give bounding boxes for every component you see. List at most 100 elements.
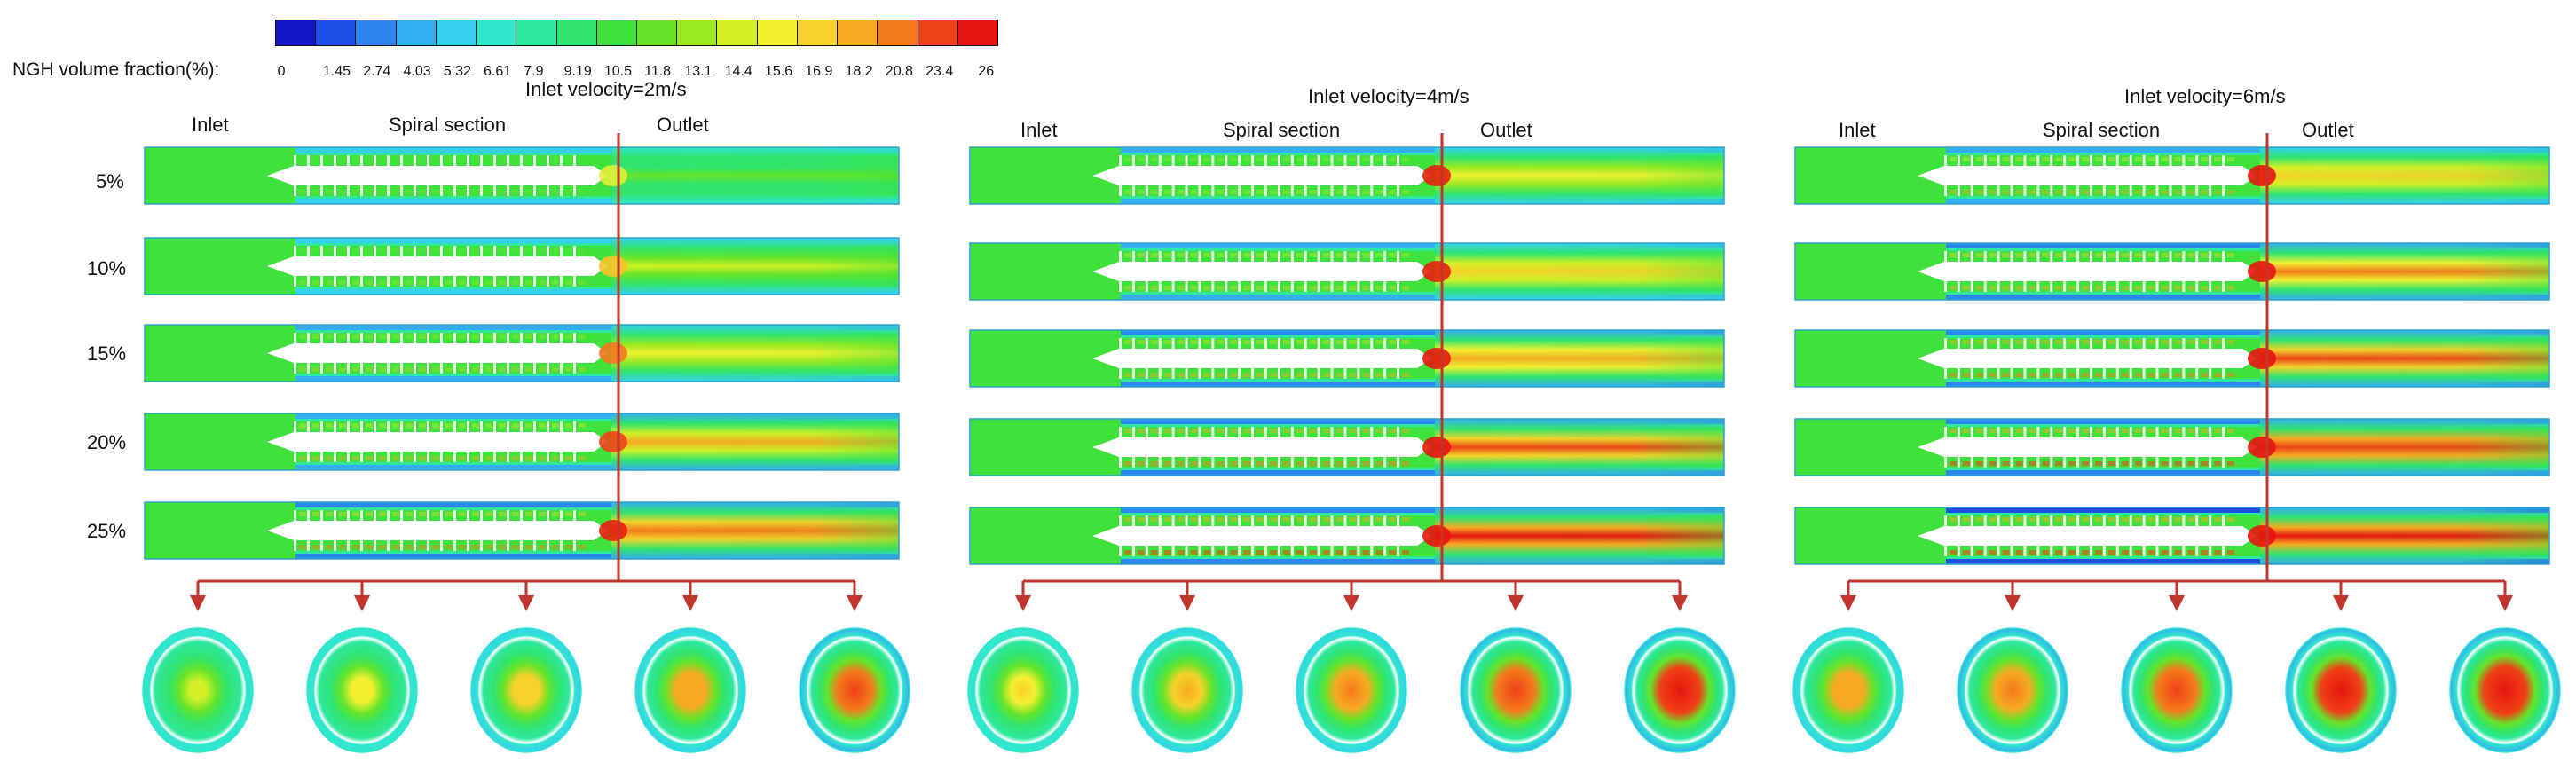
panel-2-outlet-label: Outlet <box>1480 119 1532 141</box>
outlet-plume <box>611 147 899 204</box>
panel-2 <box>967 133 1736 753</box>
cross-section-contour <box>634 627 746 753</box>
flow-tube <box>969 146 1725 205</box>
row-label-10: 10% <box>87 257 127 279</box>
colorbar-tick-label: 4.03 <box>403 64 431 79</box>
panel-1-spiral-label: Spiral section <box>389 114 507 136</box>
panel-2-title: Inlet velocity=4m/s <box>1308 85 1469 107</box>
outlet-plume <box>2260 507 2549 564</box>
cross-section-contour <box>2121 627 2233 753</box>
colorbar-swatch <box>918 20 958 45</box>
colorbar-swatch <box>957 20 997 45</box>
spiral-shaft <box>1918 349 2257 368</box>
flow-tube <box>144 413 900 471</box>
cross-section-contour <box>1460 627 1572 753</box>
cross-section-contour <box>1957 627 2068 753</box>
cross-section-contour <box>306 627 418 753</box>
outlet-plume <box>2260 419 2549 476</box>
panel-2-spiral-label: Spiral section <box>1223 119 1341 141</box>
panel-3-title: Inlet velocity=6m/s <box>2124 85 2286 107</box>
colorbar-tick-label: 1.45 <box>322 64 351 79</box>
colorbar-tick-label: 0 <box>277 64 286 79</box>
colorbar-swatch <box>556 20 597 45</box>
cross-section-contour <box>1624 627 1736 753</box>
colorbar-swatch <box>717 20 758 45</box>
spiral-shaft <box>1918 262 2257 281</box>
colorbar-swatch <box>757 20 798 45</box>
flow-tube <box>1794 242 2550 301</box>
outlet-plume <box>1435 507 1724 564</box>
panel-3-inlet-label: Inlet <box>1839 119 1876 141</box>
panel-1 <box>142 133 910 753</box>
outlet-plume <box>1435 330 1724 387</box>
panel-3-outlet-label: Outlet <box>2302 119 2354 141</box>
flow-tube <box>144 146 900 205</box>
panel-2-inlet-label: Inlet <box>1020 119 1058 141</box>
panel-1-title: Inlet velocity=2m/s <box>525 78 687 100</box>
colorbar-tick-label: 15.6 <box>764 64 793 79</box>
outlet-plume <box>2260 243 2549 300</box>
row-label-25: 25% <box>87 520 127 542</box>
outlet-plume <box>611 502 899 559</box>
spiral-shaft <box>1918 166 2257 185</box>
colorbar-tick-label: 20.8 <box>885 64 913 79</box>
spiral-shaft <box>1918 526 2257 546</box>
colorbar-swatch <box>477 20 517 45</box>
colorbar-swatch <box>516 20 557 45</box>
cross-section-contour <box>470 627 582 753</box>
flow-tube <box>144 324 900 382</box>
row-label-5: 5% <box>96 170 124 193</box>
outlet-plume <box>2260 330 2549 387</box>
cross-section-contour <box>2285 627 2397 753</box>
cross-section-contour <box>142 627 254 753</box>
flow-tube <box>969 329 1725 388</box>
colorbar-tick-label: 16.9 <box>805 64 833 79</box>
spiral-shaft <box>1092 166 1431 185</box>
cross-section-contour <box>967 627 1079 753</box>
colorbar-tick-label: 6.61 <box>484 64 512 79</box>
colorbar-swatch <box>356 20 397 45</box>
colorbar <box>275 20 998 46</box>
flow-tube <box>969 242 1725 301</box>
spiral-shaft <box>267 256 608 276</box>
colorbar-tick-label: 9.19 <box>563 64 592 79</box>
cross-section-contour <box>1792 627 1904 753</box>
spiral-shaft <box>267 343 608 363</box>
colorbar-swatch <box>677 20 718 45</box>
panel-3 <box>1792 133 2561 753</box>
panel-1-outlet-label: Outlet <box>657 114 709 136</box>
spiral-shaft <box>1092 437 1431 457</box>
colorbar-swatch <box>316 20 357 45</box>
legend-label: NGH volume fraction(%): <box>12 59 220 80</box>
outlet-plume <box>611 413 899 470</box>
colorbar-swatch <box>838 20 878 45</box>
flow-tube <box>1794 507 2550 565</box>
colorbar-swatch <box>396 20 437 45</box>
flow-tube <box>969 418 1725 476</box>
colorbar-tick-label: 13.1 <box>684 64 713 79</box>
spiral-shaft <box>1092 526 1431 546</box>
spiral-shaft <box>267 432 608 452</box>
flow-tube <box>144 237 900 295</box>
colorbar-swatch <box>797 20 839 45</box>
outlet-plume <box>2260 147 2549 204</box>
colorbar-swatch <box>878 20 918 45</box>
colorbar-tick-label: 23.4 <box>926 64 954 79</box>
cross-section-contour <box>1131 627 1243 753</box>
panel-3-spiral-label: Spiral section <box>2043 119 2161 141</box>
outlet-plume <box>1435 419 1724 476</box>
cross-section-contour <box>799 627 910 753</box>
outlet-plume <box>1435 243 1724 300</box>
panel-1-inlet-label: Inlet <box>192 114 229 136</box>
flow-tube <box>969 507 1725 565</box>
colorbar-tick-label: 14.4 <box>724 64 752 79</box>
colorbar-tick-label: 10.5 <box>603 64 632 79</box>
flow-tube <box>1794 418 2550 476</box>
colorbar-swatch <box>596 20 637 45</box>
cross-section-contour <box>2449 627 2561 753</box>
outlet-plume <box>611 325 899 382</box>
colorbar-tick-label: 26 <box>978 64 995 79</box>
cross-section-contour <box>1296 627 1407 753</box>
